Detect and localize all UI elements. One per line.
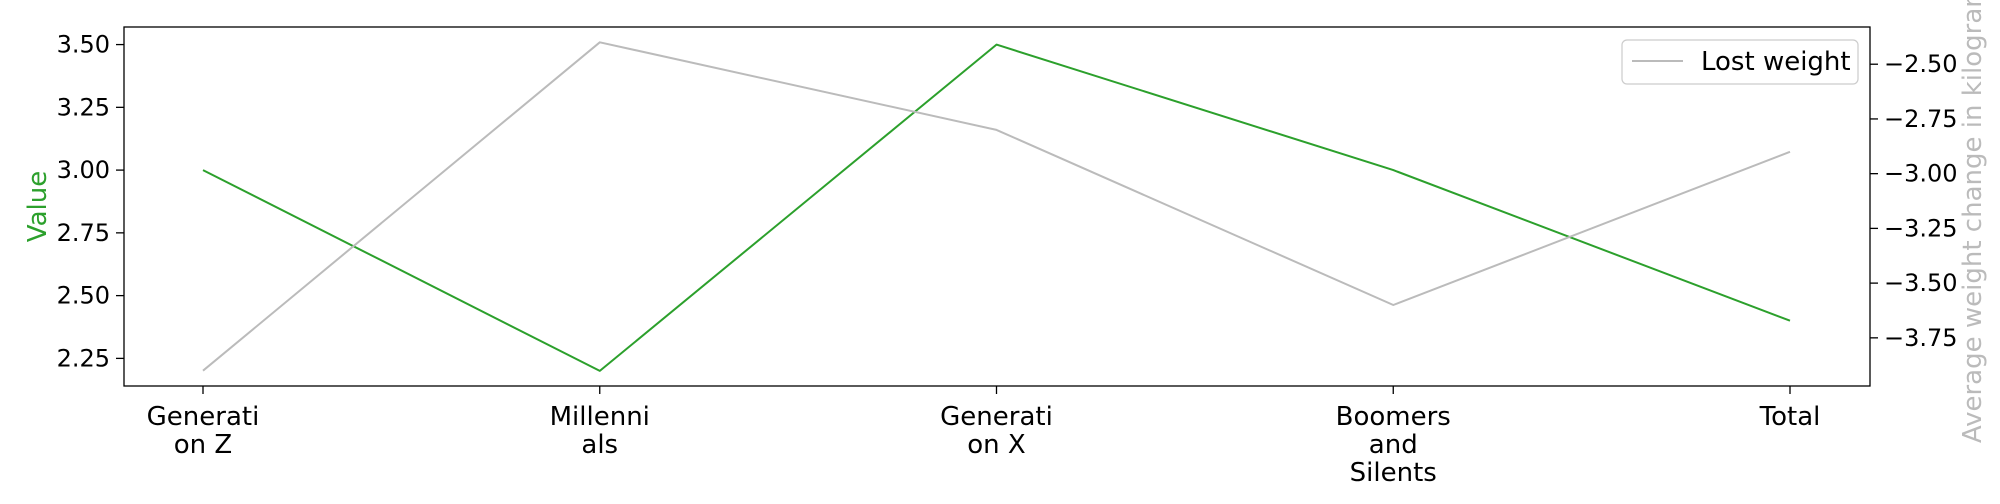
x-tick-label: Silents [1350,458,1437,488]
legend: Lost weight [1621,39,1859,85]
x-tick-label: Millenni [550,402,650,432]
left-axis: 2.25 2.50 2.75 3.00 3.25 3.50 [57,31,124,372]
plot-area [123,26,1871,387]
value-point [1392,169,1394,171]
lost-weight-point [599,41,601,43]
lost-weight-series-line [202,41,1791,372]
right-tick-label: −3.00 [1884,160,1958,188]
lost-weight-point [202,370,204,372]
right-tick-label: −3.50 [1884,269,1958,297]
y-axis-title: Value [23,171,53,242]
lost-weight-point [1392,304,1394,306]
legend-label: Lost weight [1701,47,1851,77]
right-tick-label: −3.75 [1884,324,1958,352]
x-tick-label: and [1369,430,1418,460]
left-tick-label: 2.25 [57,344,110,372]
y2-axis-title: Average weight change in kilograms [1958,0,1988,443]
left-tick-label: 3.00 [57,156,110,184]
lost-weight-point [1789,151,1791,153]
left-tick-label: 3.25 [57,93,110,121]
plot-frame [123,26,1871,387]
x-tick-label: als [581,430,618,460]
value-point [1789,320,1791,322]
value-series-line [202,43,1791,372]
lost-weight-point [996,129,998,131]
x-tick-label: Generati [147,402,260,432]
left-tick-label: 2.75 [57,219,110,247]
series-lines [202,41,1791,372]
left-tick-label: 2.50 [57,282,110,310]
x-tick-label: Total [1759,402,1821,432]
x-tick-label: Generati [940,402,1053,432]
right-axis: −2.50 −2.75 −3.00 −3.25 −3.50 −3.75 [1870,50,1958,352]
right-tick-label: −3.25 [1884,214,1958,242]
x-tick-label: on X [967,430,1025,460]
x-tick-label: Boomers [1336,402,1451,432]
left-tick-label: 3.50 [57,31,110,59]
right-tick-label: −2.50 [1884,50,1958,78]
x-tick-label: on Z [174,430,232,460]
value-point [599,370,601,372]
value-point [996,44,998,46]
right-tick-label: −2.75 [1884,105,1958,133]
legend-box [1621,39,1859,85]
value-point [202,169,204,171]
